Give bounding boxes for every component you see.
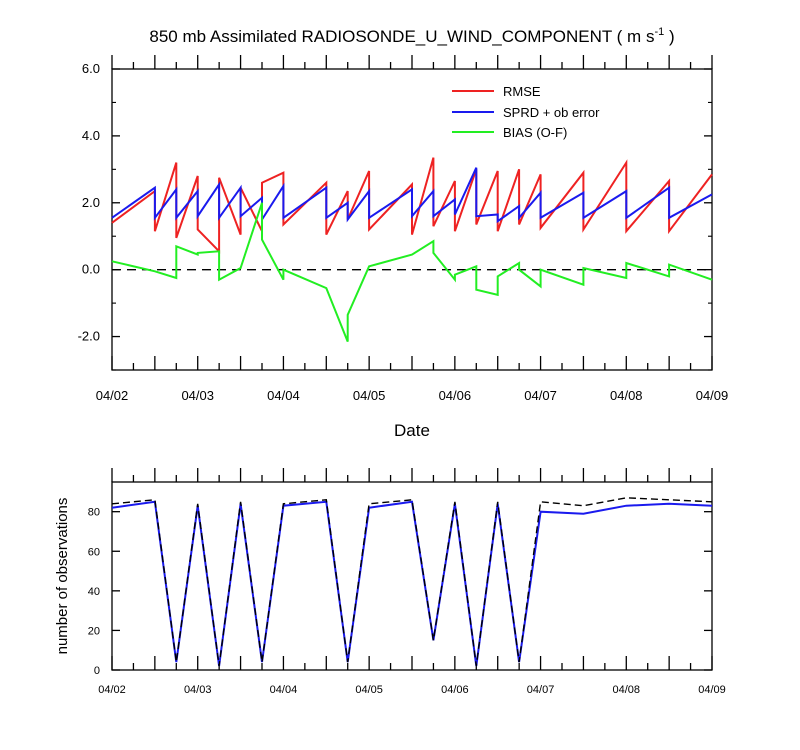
bottom-x-tick-label: 04/03 [184, 684, 212, 696]
series-line-rmse [111, 157, 713, 254]
top-x-tick-label: 04/09 [696, 388, 729, 403]
x-axis-title: Date [394, 421, 430, 440]
bottom-x-tick-label: 04/08 [613, 684, 641, 696]
bottom-y-tick-label: 20 [88, 625, 100, 637]
legend-label-rmse: RMSE [503, 84, 541, 99]
top-x-tick-label: 04/07 [524, 388, 557, 403]
top-x-tick-label: 04/05 [353, 388, 386, 403]
bottom-x-tick-label: 04/02 [98, 684, 126, 696]
top-axis-ticks: 04/02 04/03 04/04 04/05 04/06 04/07 04/08 04/09… [78, 55, 729, 403]
bottom-x-tick-label: 04/04 [270, 684, 298, 696]
top-x-tick-label: 04/04 [267, 388, 300, 403]
top-x-tick-label: 04/02 [96, 388, 129, 403]
bottom-axis-ticks: 04/02 04/03 04/04 04/05 04/06 04/07 04/08 04/09… [88, 468, 726, 696]
top-y-tick-label: 2.0 [82, 195, 100, 210]
bottom-x-tick-label: 04/05 [355, 684, 383, 696]
bottom-y-tick-label: 0 [94, 665, 100, 677]
top-y-tick-label: 4.0 [82, 128, 100, 143]
bottom-x-tick-label: 04/09 [698, 684, 726, 696]
bottom-y-tick-label: 40 [88, 586, 100, 598]
top-y-tick-label: 0.0 [82, 262, 100, 277]
bottom-x-tick-label: 04/06 [441, 684, 469, 696]
bottom-series-lines [111, 497, 713, 667]
top-x-tick-label: 04/08 [610, 388, 643, 403]
bottom-y-tick-label: 60 [88, 546, 100, 558]
top-series-lines [111, 157, 713, 342]
bottom-y-tick-label: 80 [88, 507, 100, 519]
series-line-sprd-ob-error [111, 167, 713, 224]
top-x-tick-label: 04/06 [439, 388, 472, 403]
top-x-tick-label: 04/03 [181, 388, 214, 403]
series-line-observations-possible [111, 497, 713, 667]
legend-label-sprd: SPRD + ob error [503, 105, 600, 120]
chart-title: 850 mb Assimilated RADIOSONDE_U_WIND_COM… [149, 26, 674, 46]
legend: RMSE SPRD + ob error BIAS (O-F) [452, 84, 600, 140]
y-axis-title-observations: number of observations [54, 498, 71, 655]
series-line-observations-used [111, 500, 713, 667]
bottom-plot-frame [111, 481, 713, 671]
title-unit-exponent: -1 [654, 26, 664, 38]
legend-label-bias: BIAS (O-F) [503, 125, 567, 140]
top-y-tick-label: 6.0 [82, 61, 100, 76]
bottom-x-tick-label: 04/07 [527, 684, 555, 696]
series-line-bias-o-f [111, 202, 713, 342]
top-y-tick-label: -2.0 [78, 329, 100, 344]
